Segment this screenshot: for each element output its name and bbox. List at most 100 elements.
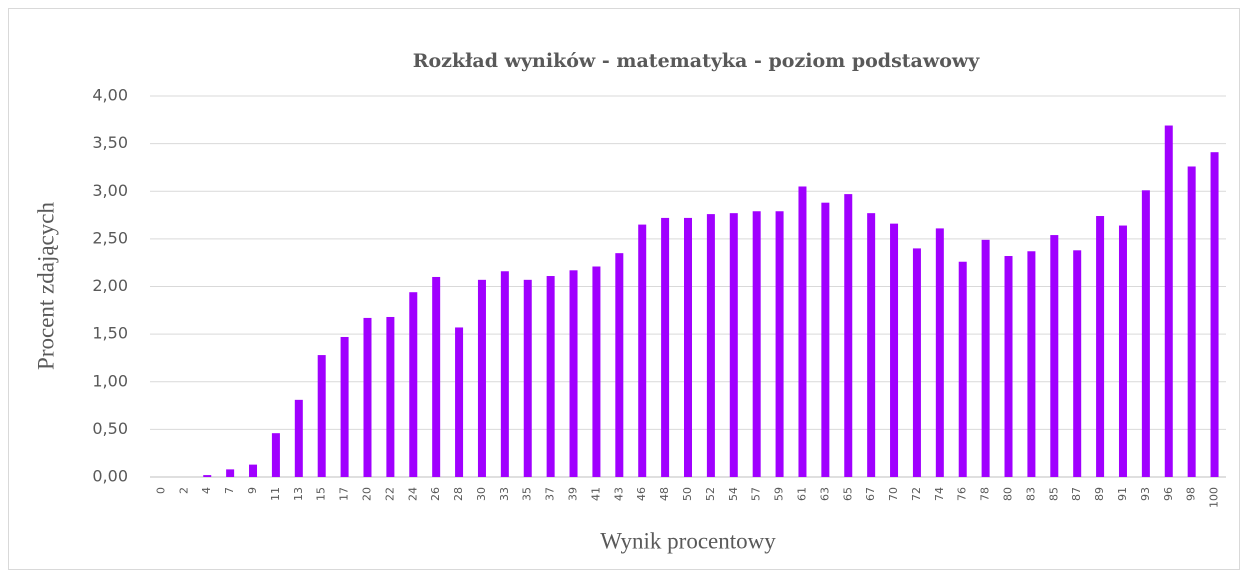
x-tick-label: 83 (1024, 487, 1037, 501)
y-tick-label: 0,00 (92, 467, 128, 486)
x-tick-label: 74 (933, 487, 946, 501)
bar (661, 217, 670, 478)
bar (1096, 216, 1105, 477)
x-tick-label: 39 (567, 487, 580, 501)
bar (409, 292, 418, 477)
bar (1050, 235, 1059, 477)
x-tick-label: 28 (452, 487, 465, 501)
bar (1118, 225, 1127, 477)
bar (729, 213, 738, 477)
y-tick-label: 2,50 (92, 228, 128, 247)
bar (500, 271, 509, 477)
x-tick-label: 13 (292, 487, 305, 501)
bar (592, 266, 601, 477)
x-tick-label: 100 (1208, 487, 1221, 508)
bar (1004, 256, 1013, 477)
x-tick-label: 17 (338, 487, 351, 501)
x-tick-label: 61 (795, 487, 808, 501)
bar (821, 202, 830, 477)
x-tick-label: 63 (818, 487, 831, 501)
x-tick-label: 15 (315, 487, 328, 501)
bar (615, 253, 624, 477)
x-tick-label: 96 (1162, 487, 1175, 501)
bar (867, 213, 876, 477)
bar (294, 399, 303, 477)
bar (981, 239, 990, 477)
x-tick-label: 20 (360, 487, 373, 501)
y-axis-title: Procent zdających (33, 202, 58, 370)
bar (203, 475, 212, 477)
bar (386, 316, 395, 477)
x-tick-label: 0 (154, 487, 167, 494)
bar (798, 186, 807, 478)
x-tick-label: 52 (704, 487, 717, 501)
x-tick-label: 22 (383, 487, 396, 501)
y-tick-label: 4,00 (92, 86, 128, 105)
x-tick-label: 46 (635, 487, 648, 501)
x-tick-label: 41 (589, 487, 602, 501)
x-tick-label: 50 (681, 487, 694, 501)
bar (935, 228, 944, 477)
x-axis-title: Wynik procentowy (600, 528, 776, 553)
bar (523, 279, 532, 477)
x-tick-label: 35 (521, 487, 534, 501)
x-tick-label: 78 (979, 487, 992, 501)
bar (1187, 166, 1196, 478)
bar (1210, 152, 1219, 477)
x-tick-label: 7 (223, 487, 236, 494)
x-tick-label: 76 (956, 487, 969, 501)
bar (890, 223, 899, 477)
y-tick-label: 1,00 (92, 371, 128, 390)
y-tick-label: 3,50 (92, 133, 128, 152)
bar (844, 194, 853, 478)
x-tick-label: 93 (1139, 487, 1152, 501)
x-tick-label: 59 (773, 487, 786, 501)
bar (546, 276, 555, 477)
bar (752, 211, 761, 477)
x-tick-label: 54 (727, 487, 740, 501)
x-tick-label: 89 (1093, 487, 1106, 501)
y-tick-label: 3,00 (92, 181, 128, 200)
x-tick-label: 57 (750, 487, 763, 501)
x-tick-label: 72 (910, 487, 923, 501)
x-tick-label: 98 (1185, 487, 1198, 501)
bar (363, 317, 372, 477)
x-tick-label: 33 (498, 487, 511, 501)
x-tick-label: 11 (269, 487, 282, 501)
bar (271, 433, 280, 477)
bar (1027, 251, 1036, 477)
x-tick-label: 80 (1002, 487, 1015, 501)
bar (1073, 250, 1082, 477)
bar (706, 214, 715, 478)
x-tick-label: 2 (177, 487, 190, 494)
bar (569, 270, 578, 477)
x-tick-label: 4 (200, 487, 213, 494)
bar (432, 276, 441, 477)
x-tick-label: 26 (429, 487, 442, 501)
bar (249, 464, 258, 477)
x-tick-label: 30 (475, 487, 488, 501)
bar (477, 279, 486, 477)
bar (958, 261, 967, 477)
bar (775, 211, 784, 477)
x-tick-label: 43 (612, 487, 625, 501)
y-tick-label: 1,50 (92, 324, 128, 343)
y-tick-label: 0,50 (92, 419, 128, 438)
x-tick-label: 87 (1070, 487, 1083, 501)
bar (1164, 125, 1173, 477)
bar (340, 336, 349, 477)
x-tick-label: 65 (841, 487, 854, 501)
y-tick-label: 2,00 (92, 276, 128, 295)
bar (912, 248, 921, 477)
chart-title: Rozkład wyników - matematyka - poziom po… (413, 50, 981, 72)
bar (1141, 190, 1150, 478)
bar (638, 224, 647, 477)
x-tick-label: 91 (1116, 487, 1129, 501)
x-tick-label: 48 (658, 487, 671, 501)
x-tick-label: 24 (406, 487, 419, 501)
x-tick-label: 67 (864, 487, 877, 501)
bar (684, 217, 692, 478)
bar (226, 469, 235, 477)
bar (317, 355, 326, 477)
